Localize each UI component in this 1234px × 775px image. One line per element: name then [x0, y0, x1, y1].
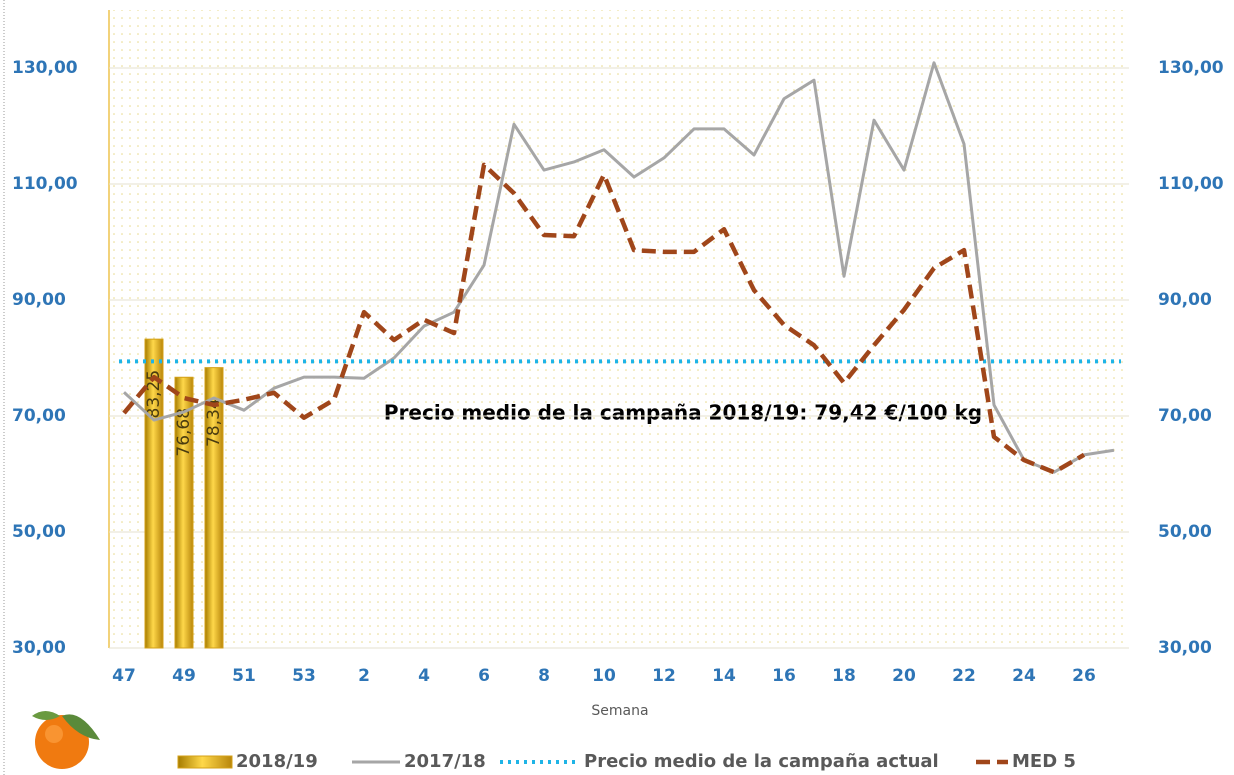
y2-tick-label: 110,00 — [1158, 174, 1224, 194]
y2-tick-label: 90,00 — [1158, 290, 1212, 310]
x-tick-label: 49 — [172, 666, 196, 686]
x-tick-label: 18 — [832, 666, 856, 686]
x-tick-label: 22 — [952, 666, 976, 686]
x-tick-label: 12 — [652, 666, 676, 686]
annotation: Precio medio de la campaña 2018/19: 79,4… — [384, 401, 982, 425]
y2-tick-label: 70,00 — [1158, 406, 1212, 426]
x-tick-label: 4 — [418, 666, 430, 686]
x-tick-label: 10 — [592, 666, 616, 686]
x-tick-label: 14 — [712, 666, 736, 686]
x-tick-label: 6 — [478, 666, 490, 686]
x-tick-label: 51 — [232, 666, 256, 686]
x-tick-label: 26 — [1072, 666, 1096, 686]
x-tick-label: 47 — [112, 666, 136, 686]
legend-label: MED 5 — [1012, 751, 1076, 772]
x-tick-label: 8 — [538, 666, 550, 686]
x-axis-title: Semana — [591, 703, 648, 719]
x-tick-label: 2 — [358, 666, 370, 686]
y-tick-label: 130,00 — [12, 58, 78, 78]
chart: Semana Precio medio de la campaña 2018/1… — [0, 0, 1234, 775]
legend-label: 2017/18 — [404, 751, 486, 772]
y-tick-label: 110,00 — [12, 174, 78, 194]
y-tick-label: 90,00 — [12, 290, 66, 310]
x-tick-label: 53 — [292, 666, 316, 686]
y-tick-label: 50,00 — [12, 522, 66, 542]
x-tick-label: 24 — [1012, 666, 1036, 686]
x-tick-label: 20 — [892, 666, 916, 686]
y2-tick-label: 50,00 — [1158, 522, 1212, 542]
y2-tick-label: 30,00 — [1158, 638, 1212, 658]
legend-label: Precio medio de la campaña actual — [584, 751, 939, 772]
y-tick-label: 30,00 — [12, 638, 66, 658]
y2-tick-label: 130,00 — [1158, 58, 1224, 78]
orange-icon — [32, 711, 100, 769]
y-tick-label: 70,00 — [12, 406, 66, 426]
legend-swatch — [178, 756, 232, 768]
x-tick-label: 16 — [772, 666, 796, 686]
legend-label: 2018/19 — [236, 751, 318, 772]
